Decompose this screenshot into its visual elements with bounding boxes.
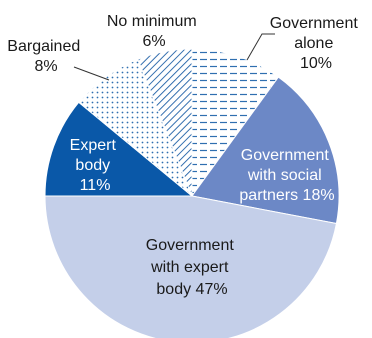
leader-line-bargained bbox=[73, 66, 110, 81]
leader-line-government-alone bbox=[246, 33, 275, 61]
slice-government-with-expert-body bbox=[44, 195, 337, 338]
slice-government-alone bbox=[191, 48, 280, 198]
slice-government-with-social-partners bbox=[191, 76, 340, 225]
label-government-with-social-partners: Government with social partners 18% bbox=[239, 147, 334, 204]
slice-expert-body bbox=[44, 101, 194, 197]
slice-no-minimum bbox=[137, 48, 193, 197]
label-government-alone: Government alone 10% bbox=[270, 15, 363, 72]
label-expert-body: Expert body 11% bbox=[70, 137, 121, 194]
label-bargained: Bargained 8% bbox=[7, 38, 84, 75]
label-no-minimum: No minimum 6% bbox=[107, 13, 201, 50]
label-government-with-expert-body: Government with expert body 47% bbox=[146, 237, 239, 298]
